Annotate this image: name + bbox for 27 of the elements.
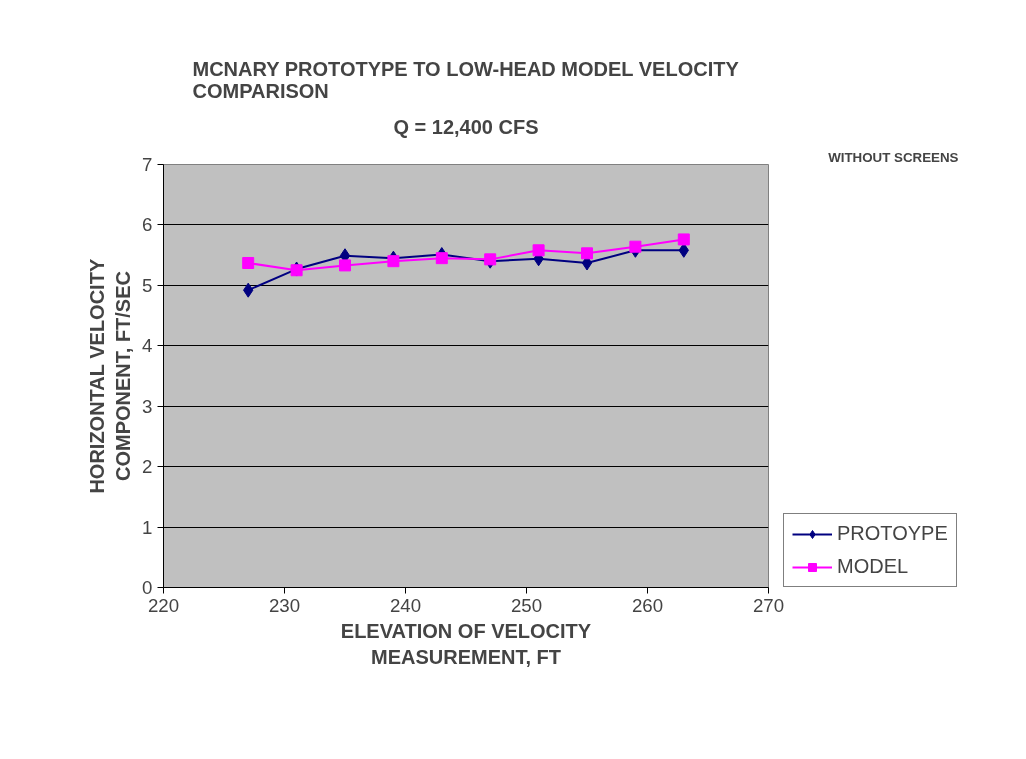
chart-subtitle: Q = 12,400 CFS (393, 115, 539, 138)
text: WITHOUT SCREENS (828, 149, 959, 165)
legend-label: MODEL (837, 555, 909, 578)
point (581, 247, 593, 260)
y-tick-label: 1 (142, 516, 153, 538)
legend-label: PROTOYPE (837, 522, 948, 545)
point (677, 233, 690, 246)
x-tick-label: 260 (631, 594, 664, 616)
point (532, 244, 545, 257)
point (629, 240, 642, 253)
y-tick-label: 6 (142, 214, 153, 236)
y-tick-label: 7 (142, 154, 153, 175)
x-tick-label: 240 (389, 594, 422, 616)
point (242, 257, 255, 269)
y-tick-label: 3 (142, 395, 153, 417)
point (339, 259, 351, 272)
y-axis-title: HORIZONTAL VELOCITY COMPONENT, FT/SEC (85, 258, 135, 494)
y-tick-label: 4 (142, 335, 153, 357)
point (387, 255, 400, 268)
x-tick-label: 230 (268, 594, 301, 616)
x-tick-label: 270 (752, 594, 785, 616)
y-tick-label: 5 (142, 274, 153, 296)
x-tick-label: 250 (510, 594, 543, 616)
point (435, 252, 448, 265)
x-axis-title: ELEVATION OF VELOCITY MEASUREMENT, FT (340, 619, 592, 668)
chart-title: MCNARY PROTOTYPE TO LOW-HEAD MODEL VELOCITY COMPARISON (192, 57, 740, 102)
y-tick-label: 2 (142, 456, 153, 478)
